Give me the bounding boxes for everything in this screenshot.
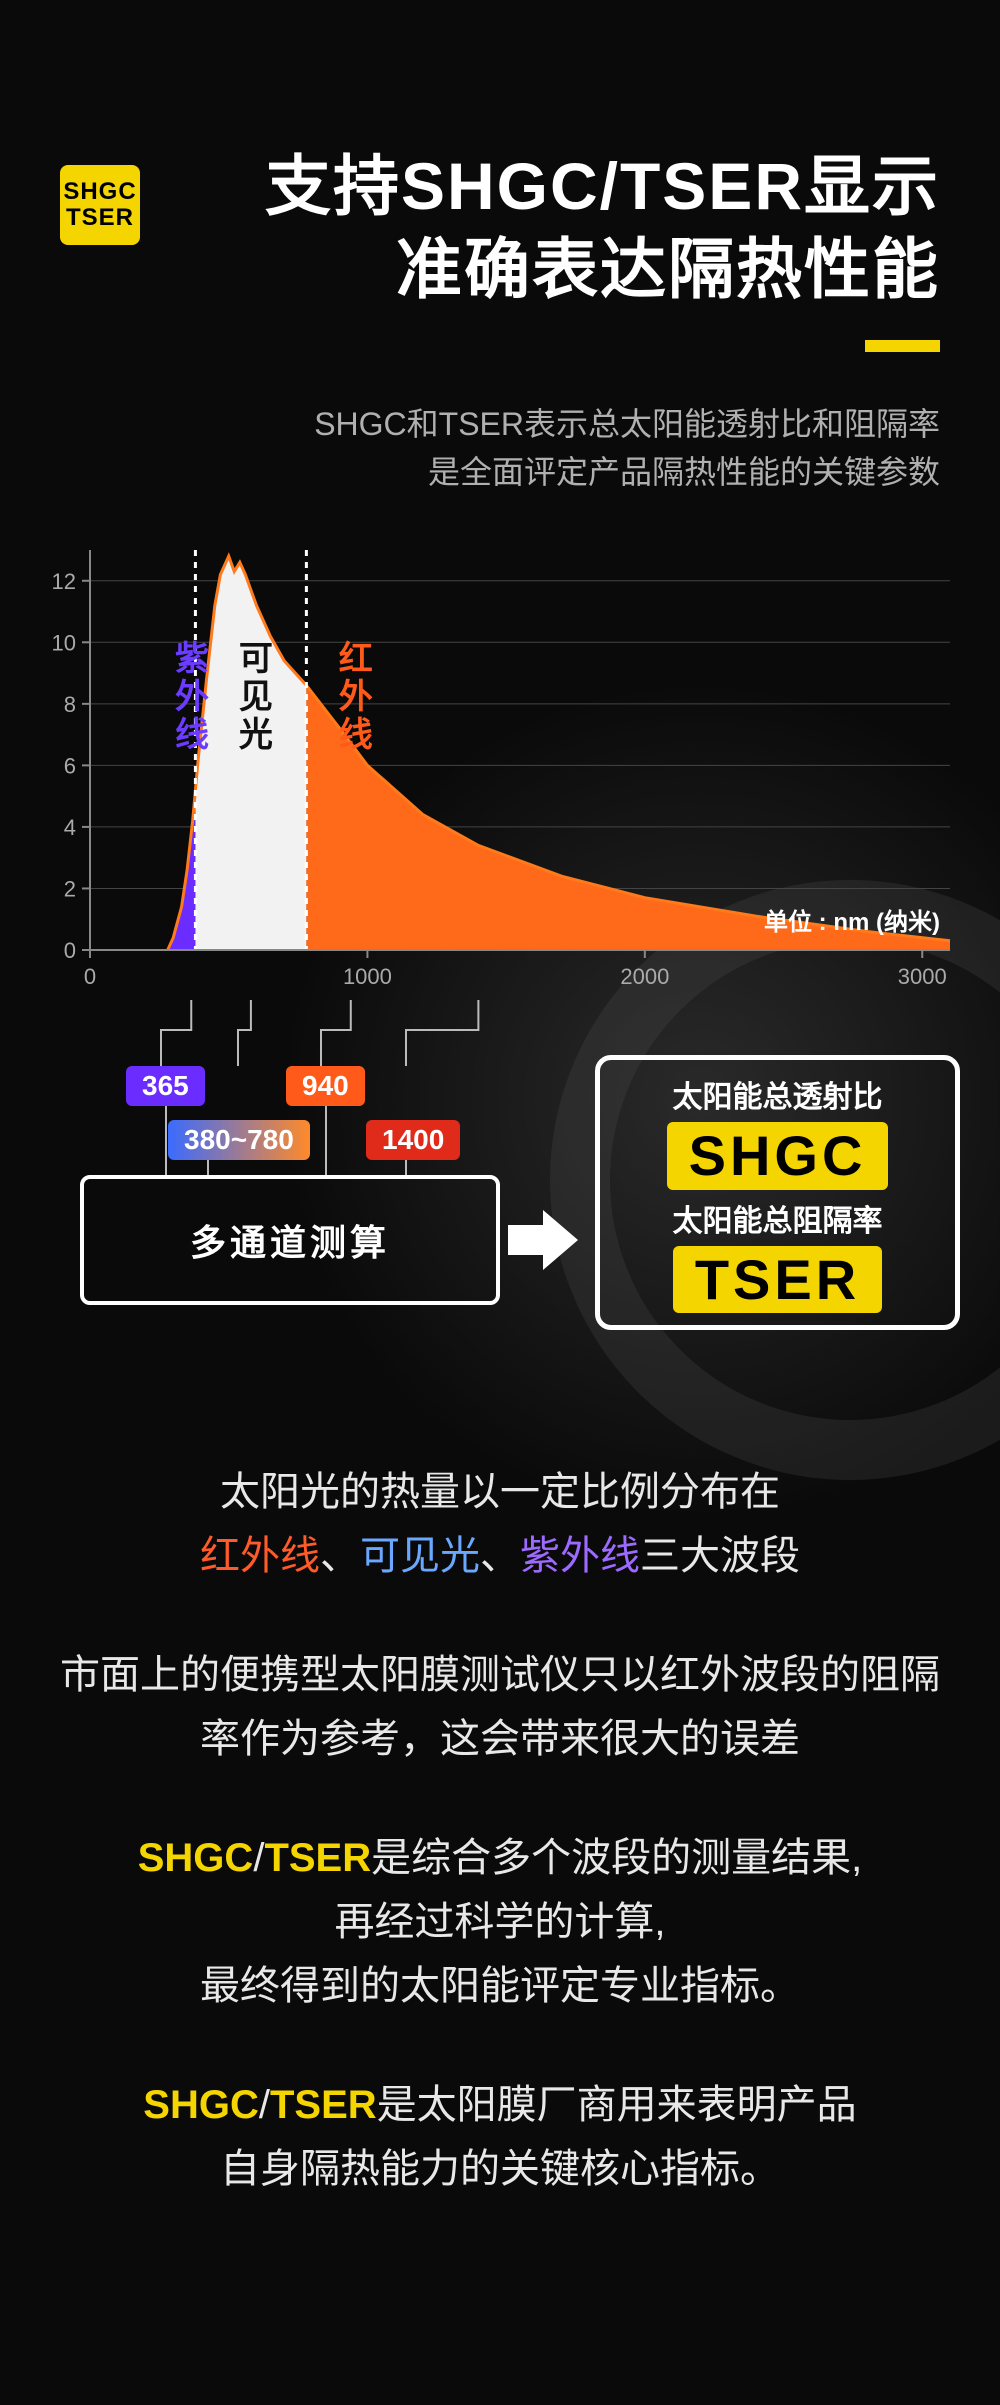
- paragraph-2: 市面上的便携型太阳膜测试仪只以红外波段的阻隔率作为参考，这会带来很大的误差: [60, 1643, 940, 1771]
- body-text: 太阳光的热量以一定比例分布在 红外线、可见光、紫外线三大波段 市面上的便携型太阳…: [60, 1460, 940, 2256]
- accent-bar: [865, 340, 940, 352]
- shgc-tser-badge: SHGC TSER: [60, 165, 140, 245]
- calc-box-label: 多通道测算: [190, 1214, 390, 1266]
- svg-text:1000: 1000: [343, 964, 392, 989]
- output-box: 太阳能总透射比 SHGC 太阳能总阻隔率 TSER: [595, 1055, 960, 1330]
- paragraph-4: SHGC/TSER是太阳膜厂商用来表明产品 自身隔热能力的关键核心指标。: [60, 2073, 940, 2201]
- wavelength-tag: 365: [126, 1066, 205, 1106]
- subtitle-line1: SHGC和TSER表示总太阳能透射比和阻隔率: [314, 400, 940, 448]
- svg-text:6: 6: [64, 753, 76, 778]
- tag-diagram: 365 380~780 9401400 多通道测算 太阳能总透射比 SHGC 太阳能…: [40, 1000, 960, 1320]
- svg-text:2: 2: [64, 876, 76, 901]
- output-label-tser: 太阳能总阻隔率: [673, 1196, 883, 1240]
- svg-text:12: 12: [52, 569, 76, 594]
- chart-svg: 0 2 4 6 8 10 12 0 1000 2000 3000 单位 : nm (纳米): [40, 540, 960, 1000]
- wavelength-tag: 940: [286, 1066, 365, 1106]
- hl-uv: 紫外线: [520, 1534, 640, 1578]
- svg-text:3000: 3000: [898, 964, 947, 989]
- region-label: 紫外线: [165, 640, 214, 754]
- paragraph-1: 太阳光的热量以一定比例分布在 红外线、可见光、紫外线三大波段: [60, 1460, 940, 1588]
- region-label: 可见光: [228, 640, 277, 754]
- wavelength-tag: 380~780: [168, 1120, 310, 1160]
- svg-text:8: 8: [64, 692, 76, 717]
- hl-visible: 可见光: [360, 1534, 480, 1578]
- badge-line1: SHGC: [63, 179, 136, 205]
- svg-text:单位 : nm (纳米): 单位 : nm (纳米): [764, 908, 940, 936]
- svg-text:2000: 2000: [620, 964, 669, 989]
- svg-text:4: 4: [64, 815, 76, 840]
- svg-text:0: 0: [64, 938, 76, 963]
- arrow-icon: [508, 1205, 578, 1275]
- output-chip-tser: TSER: [673, 1246, 882, 1313]
- subtitle-line2: 是全面评定产品隔热性能的关键参数: [314, 448, 940, 496]
- svg-text:0: 0: [84, 964, 96, 989]
- output-chip-shgc: SHGC: [667, 1122, 889, 1189]
- region-label: 红外线: [328, 640, 377, 754]
- title-line2: 准确表达隔热性能: [265, 228, 940, 311]
- wavelength-tag: 1400: [366, 1120, 460, 1160]
- badge-line2: TSER: [66, 205, 134, 231]
- subtitle: SHGC和TSER表示总太阳能透射比和阻隔率 是全面评定产品隔热性能的关键参数: [314, 400, 940, 496]
- output-label-shgc: 太阳能总透射比: [673, 1072, 883, 1116]
- title-line1: 支持SHGC/TSER显示: [265, 145, 940, 228]
- spectrum-chart: 0 2 4 6 8 10 12 0 1000 2000 3000 单位 : nm (纳米) 紫外线可见…: [40, 540, 960, 1000]
- paragraph-3: SHGC/TSER是综合多个波段的测量结果, 再经过科学的计算, 最终得到的太阳…: [60, 1826, 940, 2018]
- calc-box: 多通道测算: [80, 1175, 500, 1305]
- svg-text:10: 10: [52, 630, 76, 655]
- hl-infrared: 红外线: [200, 1534, 320, 1578]
- page-title: 支持SHGC/TSER显示 准确表达隔热性能: [265, 145, 940, 310]
